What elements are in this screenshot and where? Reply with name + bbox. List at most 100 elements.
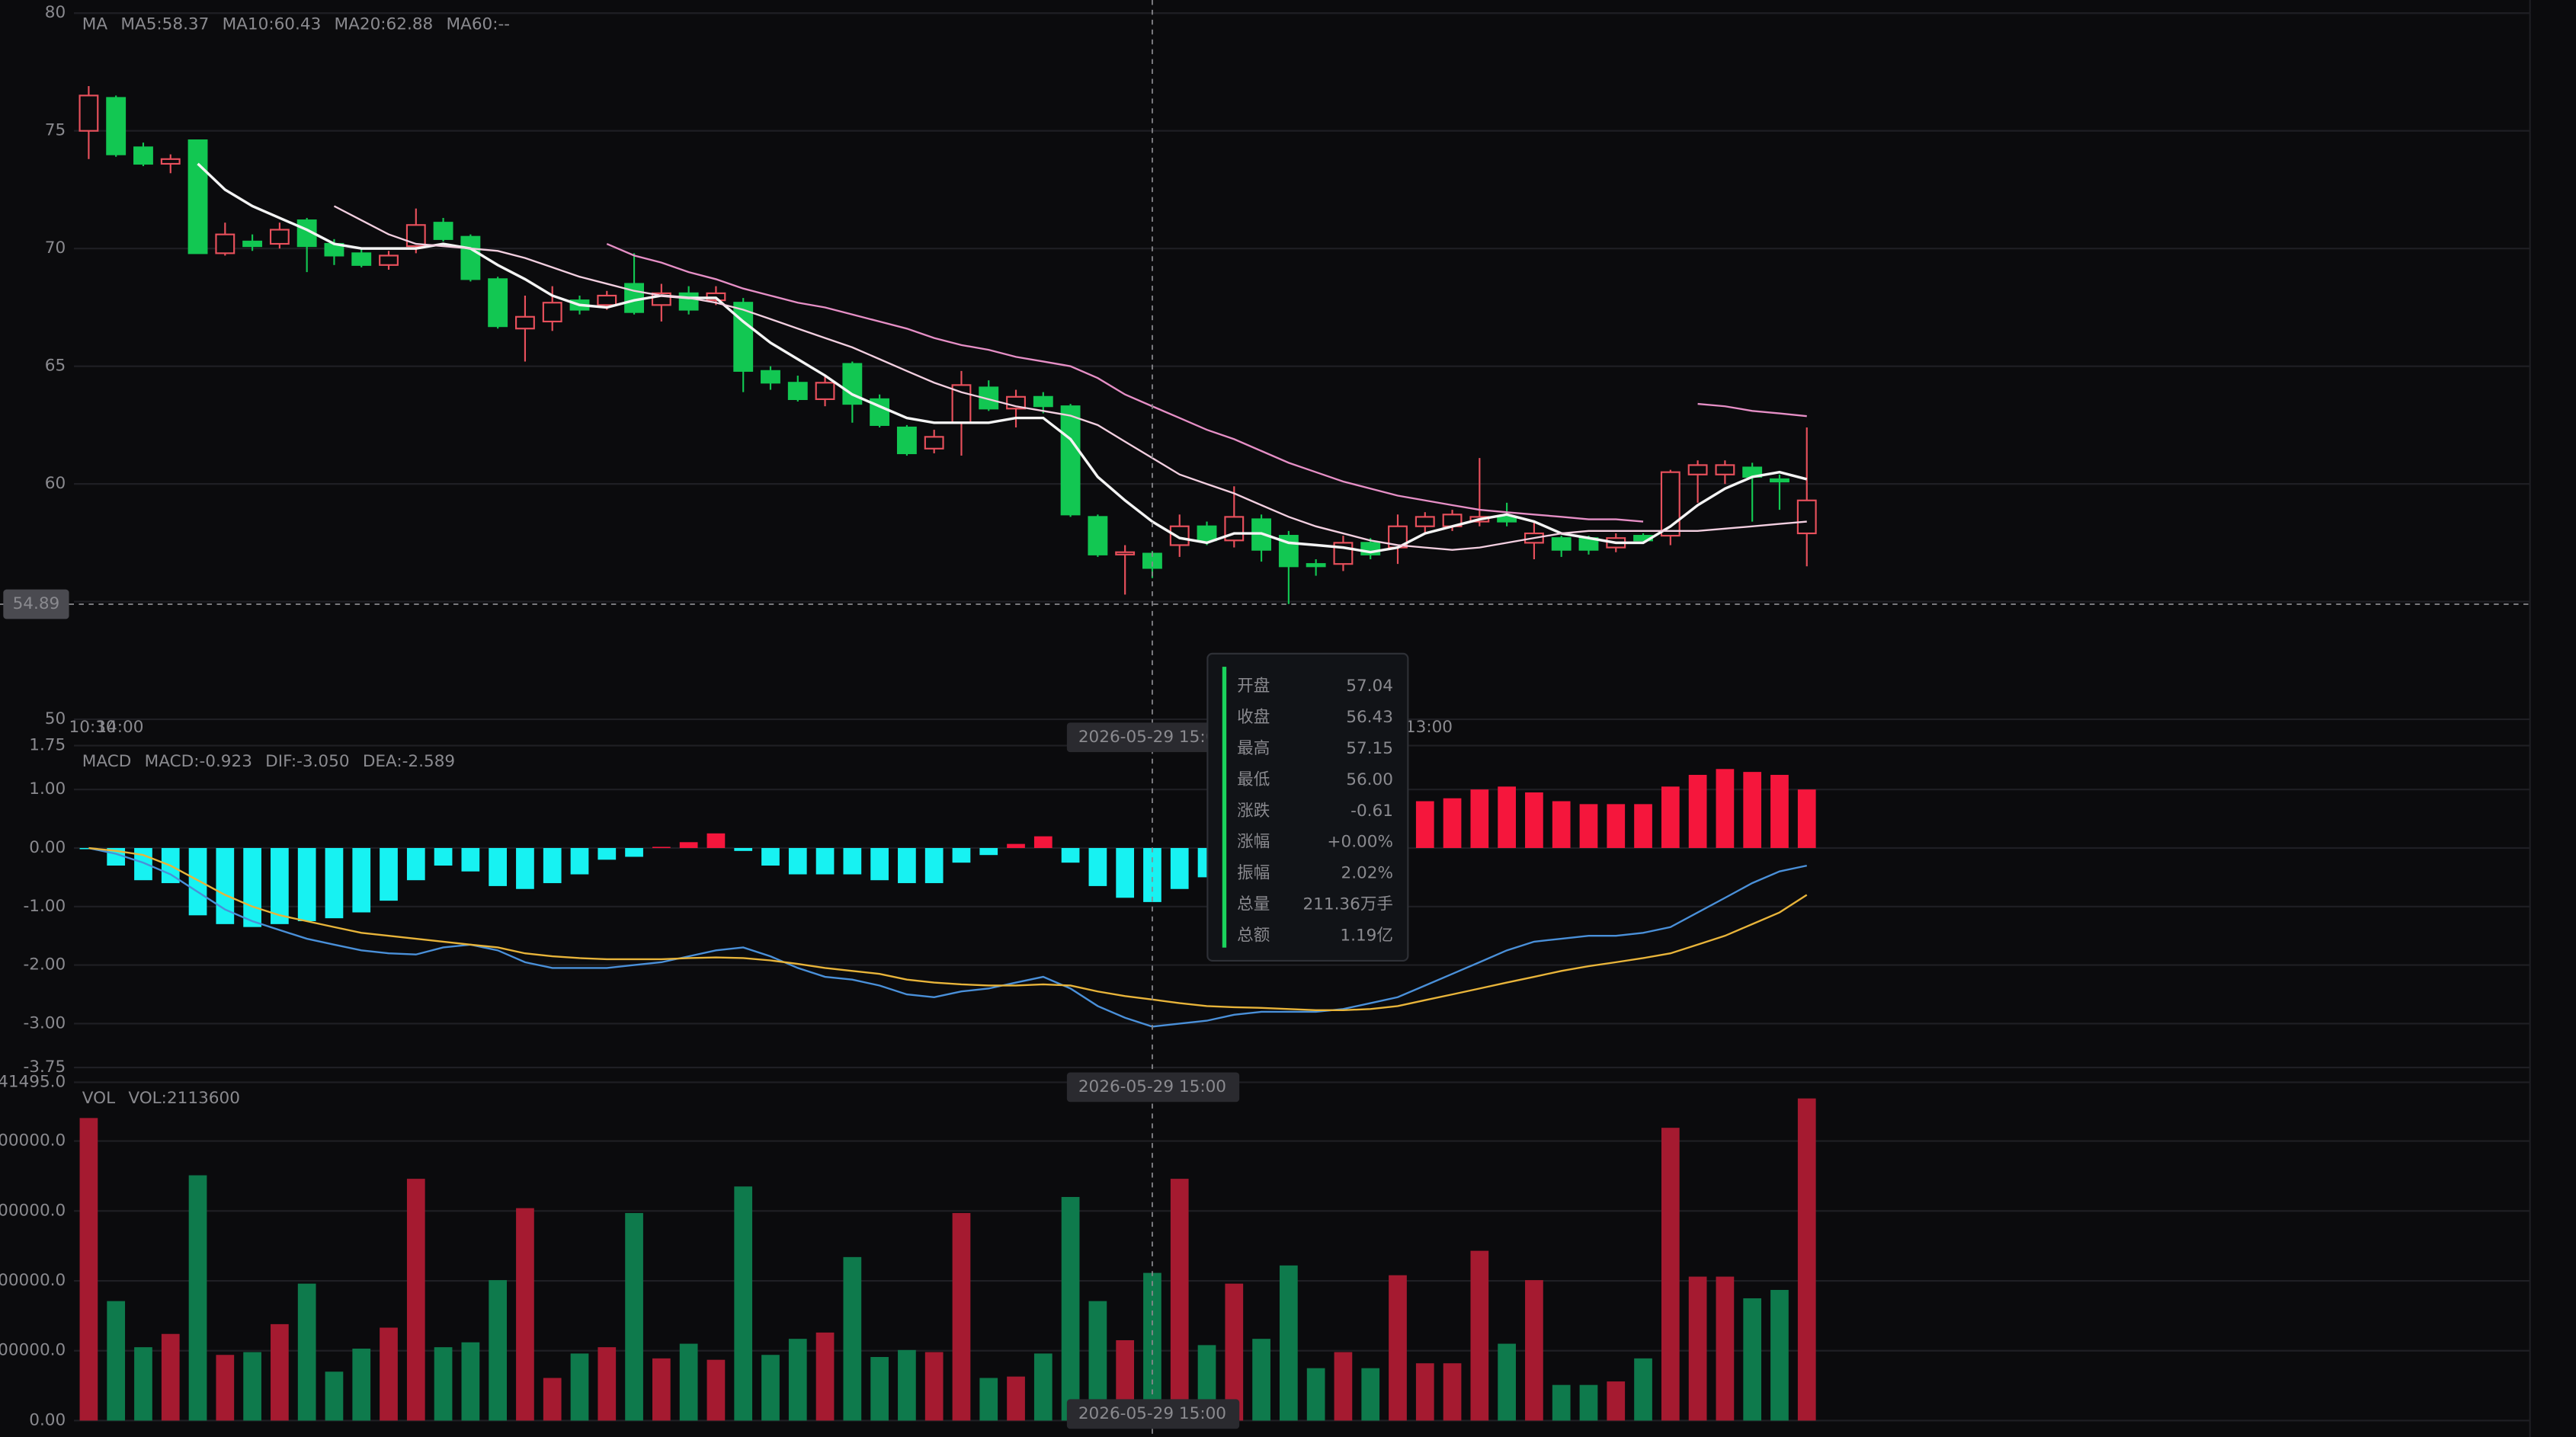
tooltip-value: 211.36万手 bbox=[1302, 895, 1393, 914]
volume-bar bbox=[1470, 1250, 1489, 1421]
volume-bar bbox=[570, 1353, 589, 1421]
ma-line bbox=[606, 242, 1807, 523]
tooltip-value: 1.19亿 bbox=[1340, 927, 1393, 946]
candle-body bbox=[1687, 464, 1708, 475]
candle-body bbox=[1770, 478, 1789, 483]
candle-body bbox=[269, 229, 290, 245]
macd-bar bbox=[1607, 804, 1626, 848]
volume-bar bbox=[380, 1327, 398, 1421]
volume-bar bbox=[1498, 1343, 1516, 1421]
macd-bar bbox=[1116, 847, 1135, 898]
y-tick-label: 60 bbox=[45, 474, 66, 493]
macd-bar bbox=[734, 847, 753, 851]
candle-body bbox=[1715, 464, 1735, 475]
volume-bar bbox=[352, 1348, 371, 1421]
tooltip-value: 57.15 bbox=[1346, 739, 1393, 758]
y-tick-label: 1.00 bbox=[29, 779, 66, 799]
y-tick-label: 50 bbox=[45, 709, 66, 728]
macd-bar bbox=[1743, 772, 1762, 848]
macd-bar bbox=[489, 847, 508, 886]
tooltip-label: 总量 bbox=[1237, 895, 1270, 914]
macd-line bbox=[88, 847, 1808, 1011]
macd-bar bbox=[543, 847, 562, 884]
y-tick-label: -3.00 bbox=[23, 1013, 66, 1032]
y-tick-label: 4000000.0 bbox=[0, 1131, 66, 1151]
macd-bar bbox=[188, 847, 207, 916]
volume-bar bbox=[979, 1378, 998, 1421]
volume-bar bbox=[243, 1352, 261, 1421]
macd-bar bbox=[1579, 804, 1598, 848]
candle-body bbox=[433, 222, 453, 240]
volume-bar bbox=[543, 1378, 562, 1421]
macd-bar bbox=[1007, 843, 1025, 848]
macd-bar bbox=[380, 847, 398, 901]
y-tick-label: 0.00 bbox=[29, 1410, 66, 1429]
volume-bar bbox=[1170, 1179, 1189, 1421]
volume-bar bbox=[1361, 1368, 1380, 1421]
y-tick-label: 70 bbox=[45, 238, 66, 258]
volume-bar bbox=[924, 1352, 944, 1421]
volume-bar bbox=[1061, 1196, 1080, 1421]
y-tick-label: -2.00 bbox=[23, 955, 66, 975]
macd-bar bbox=[1552, 801, 1571, 848]
volume-bar bbox=[188, 1175, 207, 1421]
candle-body bbox=[78, 94, 99, 132]
macd-bar bbox=[461, 847, 480, 872]
candle-body bbox=[1551, 537, 1572, 551]
tooltip-value: 56.00 bbox=[1346, 770, 1393, 789]
candle-body bbox=[678, 292, 699, 311]
volume-bar bbox=[489, 1280, 508, 1421]
crosshair-date-box bbox=[1066, 722, 1240, 753]
volume-bar bbox=[1661, 1128, 1680, 1421]
y-tick-label: 4841495.0 bbox=[0, 1072, 66, 1091]
candle-body bbox=[1033, 395, 1053, 408]
y-tick-label: 1.75 bbox=[29, 736, 66, 755]
macd-bar bbox=[297, 847, 316, 921]
candle-body bbox=[242, 240, 263, 248]
tooltip-value: 56.43 bbox=[1346, 708, 1393, 727]
volume-bar bbox=[598, 1347, 617, 1421]
y-tick-label: 2000000.0 bbox=[0, 1271, 66, 1290]
candle-body bbox=[1497, 516, 1517, 523]
candle-body bbox=[133, 146, 153, 165]
candle-body bbox=[979, 386, 999, 410]
macd-bar bbox=[706, 833, 726, 848]
volume-bar bbox=[1306, 1368, 1325, 1421]
tooltip-label: 收盘 bbox=[1237, 708, 1270, 727]
macd-bar bbox=[1770, 774, 1789, 848]
tooltip-value: -0.61 bbox=[1350, 802, 1393, 821]
volume-bar bbox=[134, 1347, 152, 1421]
legend-title: MACD bbox=[82, 752, 132, 771]
macd-bar bbox=[1797, 789, 1816, 848]
candle-body bbox=[733, 302, 754, 372]
candle-body bbox=[1796, 499, 1817, 535]
volume-bar bbox=[1770, 1289, 1789, 1421]
y-tick-label: -3.75 bbox=[23, 1058, 66, 1077]
volume-bar bbox=[788, 1339, 807, 1421]
candle-body bbox=[815, 382, 835, 400]
volume-bar bbox=[1389, 1275, 1407, 1421]
candle-body bbox=[351, 252, 372, 266]
volume-bar bbox=[1143, 1272, 1161, 1421]
legend-entry: MA10:60.43 bbox=[223, 14, 322, 34]
macd-bar bbox=[434, 847, 453, 866]
macd-bar bbox=[570, 847, 589, 875]
macd-bar bbox=[1415, 801, 1434, 848]
volume-bar bbox=[461, 1342, 480, 1421]
candle-body bbox=[488, 278, 508, 328]
volume-bar bbox=[1607, 1381, 1626, 1421]
candle-body bbox=[1060, 405, 1081, 516]
legend-entry: DEA:-2.589 bbox=[363, 752, 455, 771]
candle-body bbox=[1415, 516, 1435, 527]
macd-bar bbox=[1688, 774, 1707, 848]
x-tick-label: 13:00 bbox=[1405, 718, 1453, 737]
macd-bar bbox=[1443, 798, 1462, 848]
volume-bar bbox=[706, 1359, 726, 1421]
tooltip-label: 最低 bbox=[1237, 770, 1270, 789]
y-tick-label: -1.00 bbox=[23, 897, 66, 916]
macd-bar bbox=[1498, 786, 1516, 848]
tooltip-label: 开盘 bbox=[1237, 677, 1270, 696]
volume-bar bbox=[679, 1343, 698, 1421]
volume-bar bbox=[1033, 1353, 1053, 1421]
